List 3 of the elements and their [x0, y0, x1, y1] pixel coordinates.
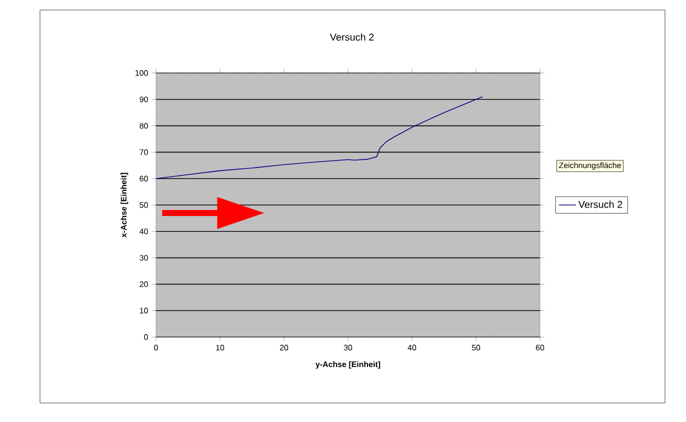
line-series — [156, 96, 483, 179]
legend-label: Versuch 2 — [578, 200, 622, 208]
chart-title: Versuch 2 — [330, 33, 374, 41]
